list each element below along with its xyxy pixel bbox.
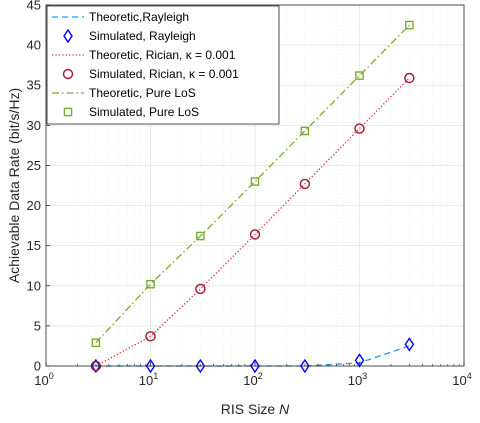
data-point xyxy=(91,338,101,348)
legend-entry: Simulated, Rayleigh xyxy=(63,28,196,44)
data-point xyxy=(195,358,206,374)
y-tick-label: 40 xyxy=(27,38,41,53)
series-simulated-rayleigh xyxy=(91,337,415,374)
legend: Theoretic,Rayleigh Simulated, Rayleigh The… xyxy=(46,5,280,125)
legend-label: Simulated, Rayleigh xyxy=(89,29,196,43)
legend-box xyxy=(46,5,280,125)
y-axis-label: Achievable Data Rate (bit/s/Hz) xyxy=(6,88,22,283)
y-tick-label: 30 xyxy=(27,118,41,133)
y-tick-label: 0 xyxy=(34,359,41,374)
legend-label: Theoretic, Rician, κ = 0.001 xyxy=(89,48,236,62)
legend-entry: Theoretic, Pure LoS xyxy=(52,86,196,100)
data-point xyxy=(354,123,365,134)
y-tick-label: 5 xyxy=(34,318,41,333)
legend-label: Simulated, Rician, κ = 0.001 xyxy=(89,67,239,81)
data-point xyxy=(249,229,261,240)
data-point xyxy=(355,71,364,80)
series-theoretic-rician-0-001 xyxy=(95,77,410,367)
legend-entry: Theoretic,Rayleigh xyxy=(52,10,189,24)
legend-label: Simulated, Pure LoS xyxy=(89,105,199,119)
y-tick-label: 35 xyxy=(27,78,41,93)
y-tick-label: 10 xyxy=(27,278,41,293)
data-point xyxy=(145,331,156,342)
y-tick-label: 15 xyxy=(27,238,41,253)
series-line xyxy=(95,77,410,367)
x-axis-label: RIS Size N xyxy=(221,401,290,417)
data-point xyxy=(300,358,310,374)
data-point xyxy=(195,283,206,295)
y-tick-label: 45 xyxy=(27,0,41,13)
axis-labels: RIS Size N Achievable Data Rate (bit/s/Hz… xyxy=(6,88,290,417)
data-point xyxy=(404,72,415,84)
legend-swatch xyxy=(62,68,74,80)
data-point xyxy=(404,337,415,352)
data-point xyxy=(405,20,414,30)
legend-swatch xyxy=(63,107,73,117)
data-point xyxy=(145,358,156,374)
legend-label: Theoretic, Pure LoS xyxy=(89,86,196,100)
data-point xyxy=(250,177,260,186)
legend-entry: Simulated, Pure LoS xyxy=(63,105,199,119)
data-point xyxy=(146,279,155,289)
legend-entry: Simulated, Rician, κ = 0.001 xyxy=(62,67,239,81)
y-tick-label: 20 xyxy=(27,198,41,213)
data-point xyxy=(91,358,101,374)
legend-swatch xyxy=(63,28,73,44)
data-point xyxy=(250,358,260,374)
data-point xyxy=(299,178,311,190)
y-tick-label: 25 xyxy=(27,158,41,173)
data-point xyxy=(300,126,310,136)
series-simulated-pure-los xyxy=(91,20,414,348)
data-point xyxy=(196,231,205,241)
legend-entry: Theoretic, Rician, κ = 0.001 xyxy=(52,48,236,62)
legend-label: Theoretic,Rayleigh xyxy=(89,10,189,24)
